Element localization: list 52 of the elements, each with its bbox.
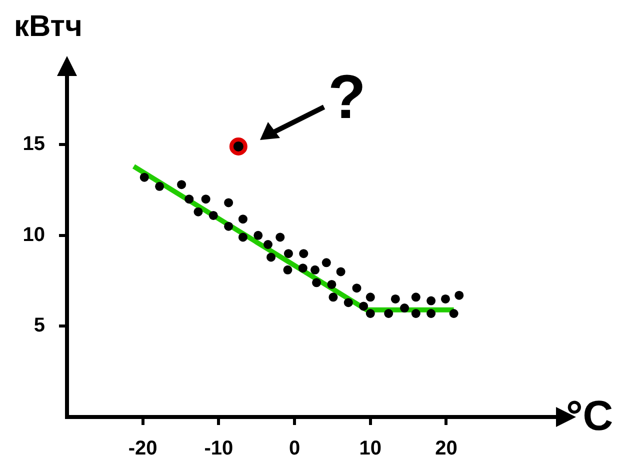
point bbox=[440, 294, 450, 304]
x-tick-label: -20 bbox=[128, 438, 158, 460]
x-tick-label: -10 bbox=[204, 438, 234, 460]
point bbox=[194, 207, 203, 216]
point bbox=[201, 194, 210, 204]
point bbox=[177, 180, 186, 190]
y-tick-label: 10 bbox=[22, 224, 45, 246]
point bbox=[229, 137, 248, 156]
x-axis-title: °C bbox=[566, 392, 614, 440]
y-tick-label: 5 bbox=[34, 314, 45, 337]
point bbox=[411, 292, 420, 302]
point bbox=[266, 252, 276, 262]
point bbox=[312, 278, 322, 288]
point bbox=[344, 298, 353, 308]
y-tick-label: 15 bbox=[22, 133, 45, 156]
point bbox=[359, 302, 368, 311]
point bbox=[140, 172, 149, 182]
point bbox=[426, 309, 436, 318]
point bbox=[283, 265, 292, 274]
point bbox=[384, 309, 394, 318]
point bbox=[254, 230, 263, 240]
y-axis-title: кВтч bbox=[14, 10, 82, 44]
point bbox=[298, 264, 308, 273]
x-tick-label: 10 bbox=[359, 438, 382, 460]
annotation: ? bbox=[328, 62, 366, 133]
point bbox=[284, 249, 293, 258]
point bbox=[299, 249, 308, 258]
point bbox=[310, 265, 320, 274]
point bbox=[328, 292, 338, 302]
point bbox=[238, 232, 248, 242]
point bbox=[238, 214, 248, 224]
point bbox=[322, 258, 331, 268]
point bbox=[184, 194, 194, 204]
point bbox=[224, 198, 234, 208]
point bbox=[411, 309, 420, 318]
point bbox=[155, 182, 164, 191]
point bbox=[352, 284, 362, 293]
x-tick-label: 20 bbox=[435, 438, 458, 460]
point bbox=[390, 294, 400, 304]
point bbox=[400, 304, 410, 313]
point bbox=[426, 296, 436, 306]
x-tick-label: 0 bbox=[288, 438, 300, 460]
point bbox=[208, 210, 218, 220]
point bbox=[224, 222, 234, 231]
point bbox=[366, 309, 375, 318]
point bbox=[449, 309, 458, 318]
point bbox=[336, 267, 346, 276]
point bbox=[263, 240, 272, 249]
point bbox=[366, 292, 375, 302]
point bbox=[327, 280, 336, 289]
point bbox=[454, 290, 464, 300]
point bbox=[276, 232, 285, 242]
